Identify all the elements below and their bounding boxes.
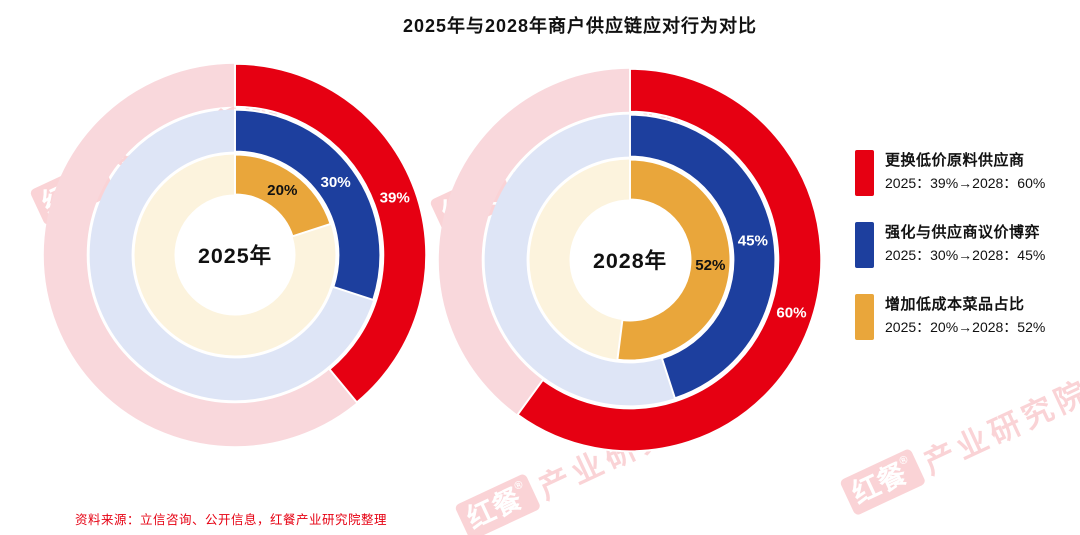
donut-chart-2025: 39% 30% 20% 2025年	[43, 62, 428, 447]
ring-arc	[516, 67, 823, 453]
legend-detail: 2025：20%→2028：52%	[885, 318, 1046, 335]
ring-value-label: 60%	[776, 304, 807, 321]
legend-label: 强化与供应商议价博弈	[885, 224, 1041, 241]
brand-logo-icon: 红餐®	[454, 472, 542, 535]
watermark: 红餐® 产业研究院	[838, 366, 1080, 519]
ring-arc	[234, 108, 382, 302]
ring-arc	[234, 153, 332, 238]
legend-item: 更换低价原料供应商 2025：39%→2028：60%	[855, 150, 1080, 196]
donut-chart-2028: 60% 45% 52% 2028年	[438, 67, 823, 453]
legend-label: 增加低成本菜品占比	[885, 296, 1025, 313]
legend-item: 增加低成本菜品占比 2025：20%→2028：52%	[855, 294, 1080, 340]
ring-arc	[629, 113, 777, 400]
legend-color-chip	[855, 294, 874, 340]
ring-value-label: 20%	[267, 182, 298, 199]
legend-color-chip	[855, 150, 874, 196]
ring-value-label: 45%	[738, 232, 769, 249]
source-note: 资料来源：立信咨询、公开信息，红餐产业研究院整理	[75, 513, 388, 527]
ring-arc	[234, 62, 428, 404]
legend-detail: 2025：30%→2028：45%	[885, 246, 1046, 263]
ring-value-label: 39%	[380, 189, 411, 206]
legend-label: 更换低价原料供应商	[885, 152, 1025, 169]
legend-color-chip	[855, 222, 874, 268]
legend-item: 强化与供应商议价博弈 2025：30%→2028：45%	[855, 222, 1080, 268]
ring-value-label: 30%	[321, 174, 352, 191]
brand-logo-icon: 红餐®	[839, 447, 927, 517]
legend-detail: 2025：39%→2028：60%	[885, 174, 1046, 191]
donut-center-label: 2025年	[198, 243, 272, 268]
legend: 更换低价原料供应商 2025：39%→2028：60% 强化与供应商议价博弈 2…	[855, 150, 1080, 366]
donut-center-label: 2028年	[593, 248, 667, 273]
chart-title: 2025年与2028年商户供应链应对行为对比	[402, 16, 758, 36]
watermark-text: 产业研究院	[918, 373, 1080, 482]
ring-value-label: 52%	[695, 257, 726, 274]
ring-arc	[616, 158, 732, 362]
